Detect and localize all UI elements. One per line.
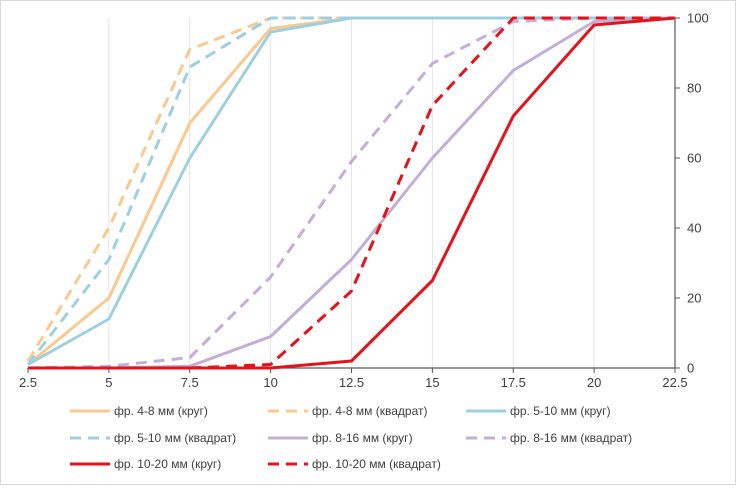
- x-tick-label: 2.5: [19, 375, 37, 390]
- legend-label-2: фр. 4-8 мм (квадрат): [312, 404, 427, 418]
- gridlines: [108, 18, 676, 368]
- x-tick-label: 15: [425, 375, 439, 390]
- axes: 2.5 5 7.5 10 12.5 15 17.5 20 22.50 20 40 60 80 100: [19, 11, 709, 391]
- x-tick-label: 12.5: [339, 375, 364, 390]
- y-tick-label: 20: [687, 291, 701, 306]
- legend-label-1: фр. 4-8 мм (круг): [114, 404, 208, 418]
- x-tick-label: 17.5: [501, 375, 526, 390]
- y-tick-label: 60: [687, 151, 701, 166]
- x-tick-label: 10: [263, 375, 277, 390]
- y-tick-label: 40: [687, 221, 701, 236]
- series-lines: [26, 16, 676, 370]
- series-line-4: [26, 16, 675, 366]
- legend-label-8: фр. 10-20 мм (квадрат): [312, 457, 441, 471]
- series-line-7: [28, 16, 676, 370]
- series-line-2: [26, 16, 675, 362]
- series-line-8: [28, 16, 675, 370]
- y-tick-label: 100: [687, 11, 709, 26]
- x-tick-label: 22.5: [662, 375, 687, 390]
- legend-label-5: фр. 8-16 мм (круг): [312, 431, 413, 445]
- legend-label-6: фр. 8-16 мм (квадрат): [510, 431, 632, 445]
- x-tick-label: 7.5: [181, 375, 199, 390]
- legend-label-3: фр. 5-10 мм (круг): [510, 404, 611, 418]
- y-tick-label: 80: [687, 81, 701, 96]
- x-tick-label: 5: [105, 375, 112, 390]
- legend-label-7: фр. 10-20 мм (круг): [114, 457, 221, 471]
- y-tick-label: 0: [687, 361, 694, 376]
- legend: фр. 4-8 мм (круг) фр. 4-8 мм (квадрат) фр.…: [70, 404, 632, 471]
- x-tick-label: 20: [587, 375, 601, 390]
- legend-label-4: фр. 5-10 мм (квадрат): [114, 431, 236, 445]
